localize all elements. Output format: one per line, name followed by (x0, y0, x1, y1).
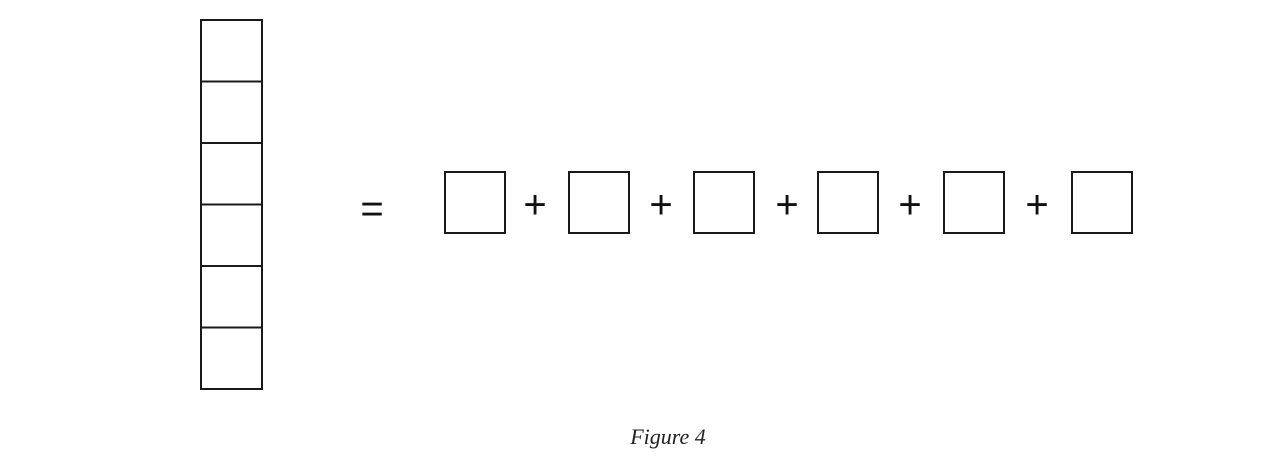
column-square (200, 142, 263, 206)
column-square (200, 80, 263, 144)
row-square (568, 171, 630, 234)
row-square (943, 171, 1005, 234)
equals-sign: = (360, 187, 383, 231)
plus-sign: + (649, 183, 672, 227)
figure-caption: Figure 4 (629, 424, 706, 449)
plus-sign: + (1025, 183, 1048, 227)
row-square (817, 171, 879, 234)
row-square (444, 171, 506, 234)
column-square (200, 265, 263, 329)
row-square (1071, 171, 1133, 234)
square-sum-row: + + + + + (444, 171, 1133, 234)
column-square (200, 19, 263, 83)
column-square (200, 203, 263, 267)
plus-sign: + (523, 183, 546, 227)
stacked-square-column (200, 19, 263, 390)
column-square (200, 326, 263, 390)
row-square (693, 171, 755, 234)
plus-sign: + (775, 183, 798, 227)
plus-sign: + (898, 183, 921, 227)
